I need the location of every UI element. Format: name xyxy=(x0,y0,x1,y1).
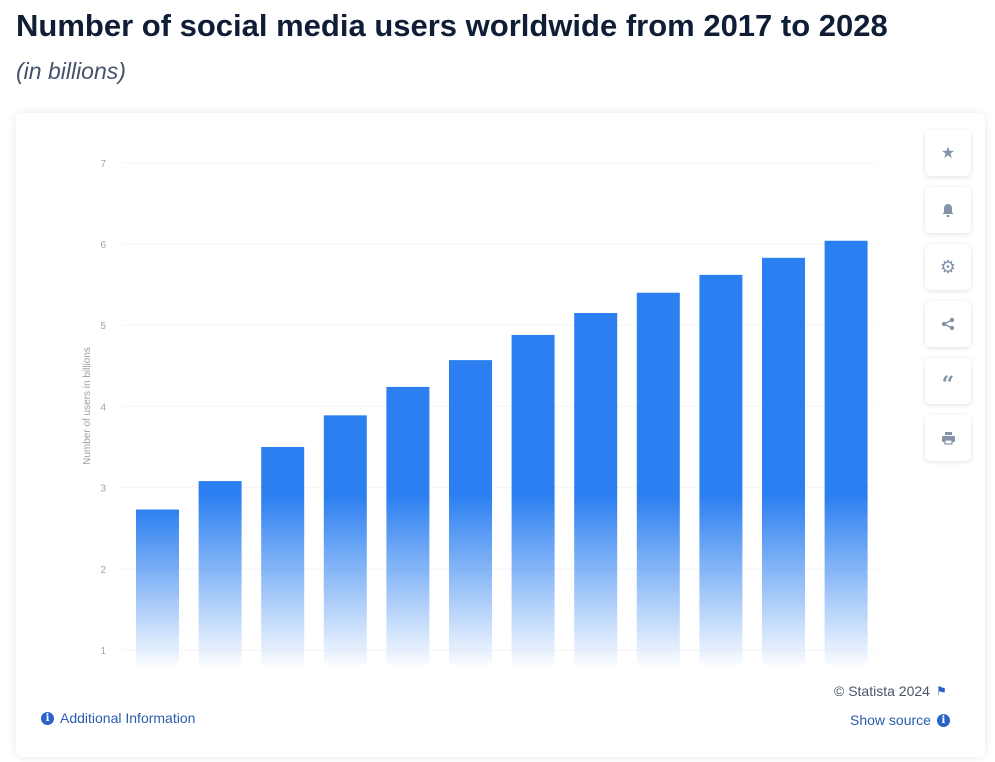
bar-2026[interactable] xyxy=(699,274,743,665)
favorite-button[interactable]: ★ xyxy=(925,130,971,176)
flag-icon[interactable]: ⚑ xyxy=(935,684,947,698)
bar-chart: 1 2 3 4 5 6 7 Number of users in billions xyxy=(82,159,876,665)
bar-2019[interactable] xyxy=(261,447,305,665)
show-source-link[interactable]: Show source i xyxy=(850,712,950,728)
info-icon: i xyxy=(41,711,54,725)
bar-2025[interactable] xyxy=(636,292,680,665)
y-tick-label: 4 xyxy=(100,402,106,413)
bar-2024[interactable] xyxy=(574,313,618,665)
bar-2018[interactable] xyxy=(198,481,242,665)
info-icon: i xyxy=(936,713,950,727)
share-icon xyxy=(941,317,955,331)
bar-2027[interactable] xyxy=(762,257,805,665)
settings-button[interactable]: ⚙ xyxy=(925,244,971,290)
copyright: © Statista 2024 ⚑ xyxy=(834,683,947,699)
bar-2028[interactable] xyxy=(824,240,868,665)
bar-2021[interactable] xyxy=(386,386,430,665)
bell-icon xyxy=(942,203,954,217)
additional-information-label: Additional Information xyxy=(60,710,196,726)
print-button[interactable] xyxy=(925,415,971,461)
bar-2022[interactable] xyxy=(449,360,492,665)
y-tick-label: 7 xyxy=(100,159,106,170)
y-tick-label: 1 xyxy=(100,646,106,657)
y-tick-label: 6 xyxy=(100,240,106,251)
bar-2017[interactable] xyxy=(136,509,179,665)
y-axis-label: Number of users in billions xyxy=(82,347,93,465)
bar-2020[interactable] xyxy=(323,415,367,665)
bar-2023[interactable] xyxy=(511,334,555,665)
quote-icon: “ xyxy=(941,372,955,398)
page-title: Number of social media users worldwide f… xyxy=(16,8,888,43)
y-tick-label: 2 xyxy=(100,565,106,576)
cite-button[interactable]: “ xyxy=(925,358,971,404)
y-tick-label: 5 xyxy=(100,321,106,332)
show-source-label: Show source xyxy=(850,712,931,728)
star-icon: ★ xyxy=(940,145,956,162)
print-icon xyxy=(941,432,955,445)
gear-icon: ⚙ xyxy=(939,256,957,277)
page-subtitle: (in billions) xyxy=(16,58,126,84)
additional-information-link[interactable]: i Additional Information xyxy=(41,710,195,726)
notification-button[interactable] xyxy=(925,187,971,233)
copyright-text: © Statista 2024 xyxy=(834,683,930,699)
share-button[interactable] xyxy=(925,301,971,347)
y-tick-label: 3 xyxy=(100,484,106,495)
